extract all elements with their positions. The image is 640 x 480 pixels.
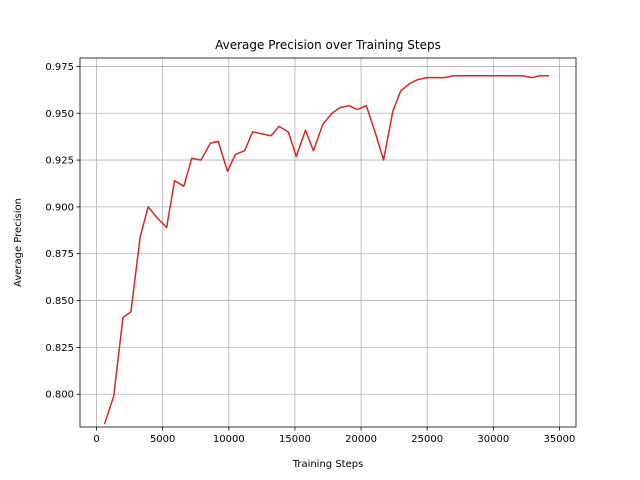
x-tick-label: 35000 (544, 434, 576, 445)
x-tick-label: 30000 (477, 434, 509, 445)
plot-frame (79, 57, 577, 428)
x-axis-ticks: 0 5000 10000 15000 20000 25000 30000 35000 (93, 427, 575, 445)
x-tick-label: 15000 (279, 434, 311, 445)
x-tick-label: 5000 (150, 434, 175, 445)
y-tick-label: 0.875 (45, 249, 74, 260)
y-tick-label: 0.800 (45, 390, 74, 401)
x-axis-title: Training Steps (292, 459, 364, 470)
grid (80, 58, 576, 427)
series-line (103, 75, 549, 425)
y-tick-label: 0.825 (45, 343, 74, 354)
y-tick-label: 0.975 (45, 62, 74, 73)
y-tick-label: 0.900 (45, 202, 74, 213)
chart-title: Average Precision over Training Steps (215, 38, 441, 52)
x-tick-label: 20000 (345, 434, 377, 445)
y-axis-ticks: 0.800 0.825 0.850 0.875 0.900 0.925 0.950 0.975 (45, 62, 80, 401)
x-tick-label: 0 (93, 434, 99, 445)
series-layer (103, 75, 549, 425)
y-tick-label: 0.925 (45, 156, 74, 167)
y-tick-label: 0.850 (45, 296, 74, 307)
y-axis-title: Average Precision (13, 198, 24, 287)
x-tick-label: 10000 (213, 434, 245, 445)
y-tick-label: 0.950 (45, 109, 74, 120)
x-tick-label: 25000 (411, 434, 443, 445)
